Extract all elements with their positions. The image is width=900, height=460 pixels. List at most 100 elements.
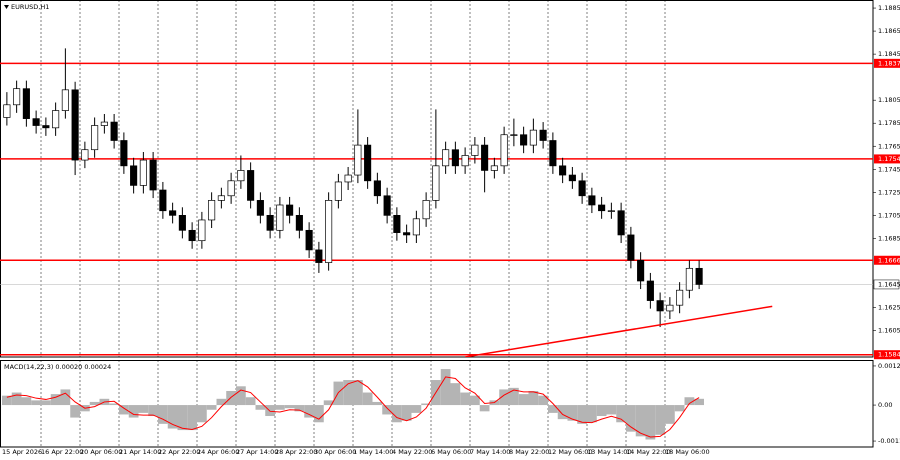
macd-histogram-bar [138, 405, 149, 413]
candle-body [685, 267, 693, 291]
macd-tick-label: 0.00 [878, 401, 892, 409]
x-tick-label: 15 Apr 2026 [2, 448, 42, 456]
macd-tick-label: 0.00125 [878, 362, 900, 370]
candle-body [159, 189, 167, 212]
candle-body [617, 210, 625, 236]
macd-histogram-bar [655, 405, 665, 435]
macd-histogram-bar [538, 395, 548, 406]
candle-body [178, 215, 186, 231]
candle-body [598, 204, 606, 212]
macd-histogram-bar [304, 405, 314, 418]
macd-histogram-bar [421, 403, 431, 406]
candle-body [490, 165, 498, 171]
level-box [874, 350, 900, 360]
x-tick-label: 30 Apr 06:00 [314, 448, 356, 456]
macd-histogram-bar [567, 405, 578, 421]
y-tick-label: 1.1805 [878, 96, 900, 104]
y-tick-label: 1.1845 [878, 50, 900, 58]
current-price-box [873, 279, 900, 290]
candle-body [627, 234, 635, 261]
macd-histogram-bar [275, 405, 285, 410]
candle-body [130, 165, 138, 186]
x-tick-label: 8 May 22:00 [509, 448, 549, 456]
macd-histogram-bar [460, 392, 470, 406]
candle-body [559, 165, 567, 176]
candle-body [256, 200, 264, 216]
candle-body [110, 121, 118, 141]
x-tick-label: 4 May 22:00 [392, 448, 432, 456]
candle-body [247, 170, 255, 201]
candle-body [578, 180, 586, 197]
macd-histogram-bar [548, 405, 558, 413]
candle-body [539, 129, 547, 141]
macd-histogram-bar [362, 392, 373, 406]
y-tick-label: 1.1865 [878, 27, 900, 35]
candle-body [71, 89, 79, 161]
candle-body [139, 159, 147, 186]
macd-histogram-bar [148, 405, 158, 417]
level-label: 1.1666 [878, 256, 900, 264]
candle-body [315, 249, 323, 263]
candle-body [412, 218, 420, 236]
candle-body [305, 229, 313, 251]
macd-histogram-bar [167, 405, 178, 429]
current-price-label: 1.1645 [878, 280, 900, 288]
x-tick-label: 22 Apr 22:00 [158, 448, 200, 456]
candle-body [42, 125, 50, 129]
macd-histogram-bar [265, 405, 275, 417]
macd-histogram-bar [343, 380, 353, 406]
macd-histogram-bar [314, 405, 324, 423]
candle-body [81, 149, 89, 161]
chart-title: EURUSD,H1 [11, 3, 49, 11]
candle-body [607, 210, 615, 212]
candle-body [208, 200, 216, 221]
x-tick-label: 1 May 14:00 [353, 448, 393, 456]
candle-body [334, 181, 342, 201]
macd-histogram-bar [509, 387, 519, 406]
candle-body [451, 149, 459, 167]
candle-body [510, 134, 518, 136]
macd-histogram-bar [177, 405, 188, 431]
macd-histogram-bar [411, 405, 422, 413]
macd-histogram-bar [109, 403, 119, 406]
candle-body [286, 204, 294, 216]
x-tick-label: 27 Apr 14:00 [236, 448, 278, 456]
candle-body [52, 110, 60, 129]
macd-histogram-bar [528, 390, 539, 406]
x-tick-label: 14 May 22:00 [626, 448, 671, 456]
macd-histogram-bar [694, 398, 704, 406]
macd-histogram-bar [440, 369, 451, 406]
candle-body [588, 195, 596, 206]
macd-histogram-bar [158, 405, 168, 424]
candle-body [295, 215, 303, 231]
symbol-menu-arrow[interactable] [4, 5, 9, 9]
level-label: 1.1584 [878, 351, 900, 359]
candle-body [237, 170, 245, 182]
macd-histogram-bar [50, 394, 61, 406]
candle-body [568, 174, 576, 182]
x-tick-label: 18 May 06:00 [665, 448, 710, 456]
macd-histogram-bar [31, 400, 41, 406]
macd-panel [2, 360, 704, 447]
x-tick-label: 6 May 06:00 [431, 448, 471, 456]
y-tick-label: 1.1765 [878, 142, 900, 150]
candle-body [13, 88, 21, 106]
candle-body [354, 144, 362, 176]
macd-histogram-bar [41, 400, 51, 406]
candle-body [471, 144, 479, 156]
macd-histogram-bar [450, 383, 461, 406]
y-tick-label: 1.1785 [878, 119, 900, 127]
y-tick-label: 1.1745 [878, 165, 900, 173]
macd-histogram-bar [236, 386, 246, 406]
macd-histogram-bar [665, 405, 675, 424]
level-box [874, 58, 900, 68]
macd-histogram-bar [606, 405, 617, 415]
candle-body [656, 300, 664, 312]
macd-histogram-bar [11, 392, 22, 406]
macd-histogram-bar [684, 397, 695, 406]
x-tick-label: 7 May 14:00 [470, 448, 510, 456]
macd-histogram-bar [382, 405, 392, 415]
candle-body [432, 165, 440, 201]
x-tick-label: 12 May 06:00 [548, 448, 593, 456]
